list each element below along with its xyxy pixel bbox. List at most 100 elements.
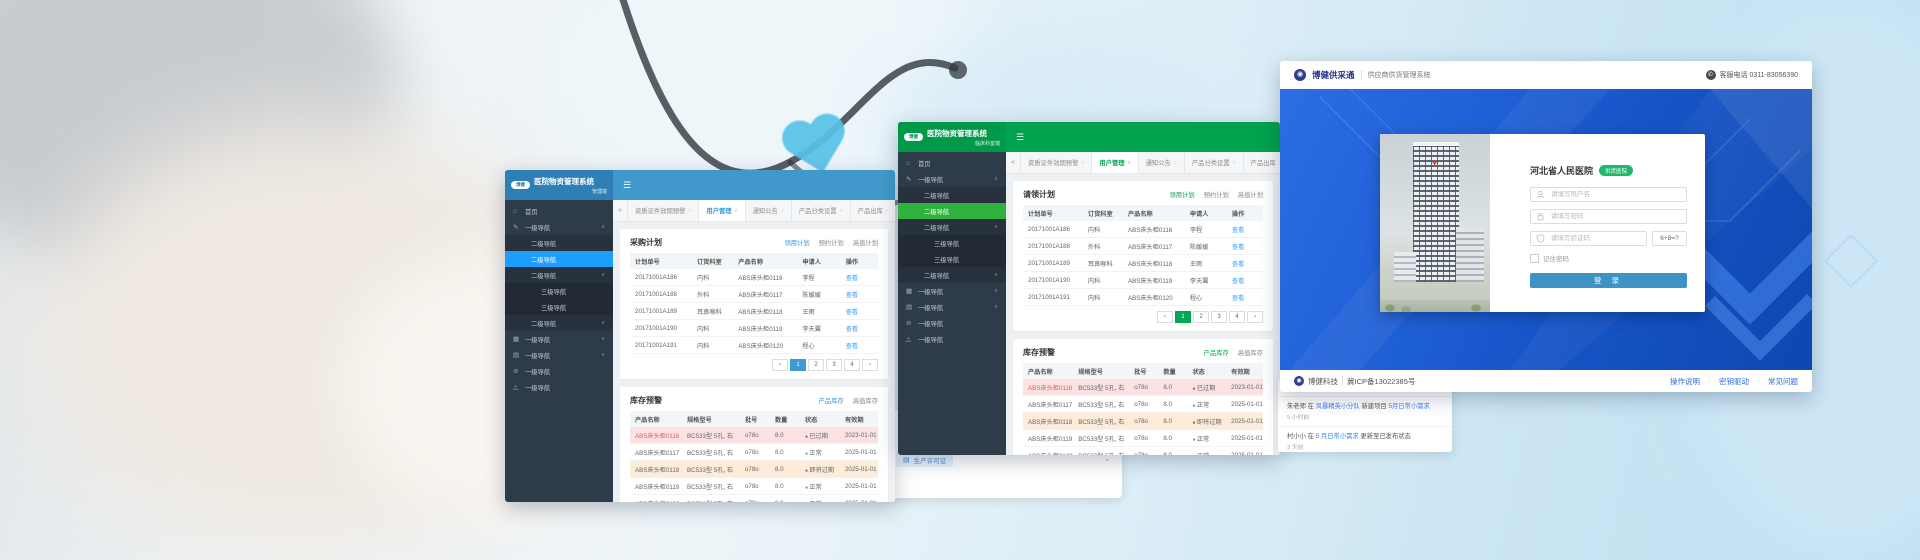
section-link[interactable]: 产品库存 — [818, 398, 844, 405]
sidebar-item[interactable]: ✎ 一级导航 ∧ — [505, 219, 613, 235]
cell[interactable]: 查看 — [840, 336, 878, 354]
sidebar-item[interactable]: 二级导航 ∨ — [505, 315, 613, 331]
username-field[interactable] — [1530, 187, 1687, 202]
sidebar-item[interactable]: ⌂ 首页 — [898, 155, 1006, 171]
section-link[interactable]: 操作说明 — [1670, 376, 1700, 386]
tab-通知公告[interactable]: 通知公告 ○ — [746, 200, 792, 221]
cell[interactable]: 查看 — [1226, 237, 1263, 255]
section-link[interactable]: 常见问题 — [1749, 376, 1798, 387]
tab-资质证件效期预警[interactable]: 资质证件效期预警 ○ — [628, 200, 700, 221]
cell[interactable]: 查看 — [1226, 288, 1263, 306]
certificate-item[interactable]: ▤ 生产许可证 — [896, 452, 954, 467]
column-header: 有效期 — [1226, 363, 1263, 379]
pagination: ‹ 1 2 3 4 › — [1023, 311, 1263, 323]
page-‹[interactable]: ‹ — [772, 359, 788, 371]
section-link[interactable]: 高值计划 — [852, 240, 878, 247]
tabs-collapse-icon[interactable]: « — [1006, 152, 1021, 173]
section-link[interactable]: 预约计划 — [1203, 192, 1229, 199]
tabs-collapse-icon[interactable]: « — [613, 200, 628, 221]
page-›[interactable]: › — [1247, 311, 1263, 323]
page-3[interactable]: 3 — [826, 359, 842, 371]
caret-down-icon[interactable]: ⌄ — [1104, 456, 1110, 463]
page-2[interactable]: 2 — [808, 359, 824, 371]
cell[interactable]: 查看 — [1226, 271, 1263, 289]
remember-checkbox[interactable] — [1530, 253, 1539, 263]
sidebar-item[interactable]: 三级导航 — [505, 299, 613, 315]
feed-part[interactable]: 5 月日常小需求 — [1315, 433, 1359, 440]
sidebar-item[interactable]: 二级导航 ∧ — [898, 219, 1006, 235]
captcha-field[interactable] — [1530, 231, 1647, 246]
sidebar-item[interactable]: 三级导航 — [898, 235, 1006, 251]
tab-资质证件效期预警[interactable]: 资质证件效期预警 ○ — [1021, 152, 1093, 173]
sidebar-item[interactable]: 三级导航 — [898, 251, 1006, 267]
feed-part[interactable]: 风暴精英小分队 — [1315, 403, 1360, 410]
captcha-input[interactable] — [1549, 234, 1641, 243]
sidebar-item[interactable]: ⌂ 首页 — [505, 203, 613, 219]
tab-用户管理[interactable]: 用户管理 ○ — [699, 200, 746, 221]
tab-用户管理[interactable]: 用户管理 ○ — [1092, 152, 1139, 173]
section-link[interactable]: 领用计划 — [784, 240, 810, 247]
section-link[interactable]: 高值库存 — [852, 398, 878, 405]
sidebar-item[interactable]: 二级导航 — [898, 187, 1006, 203]
feed-part[interactable]: 5月日常小需求 — [1388, 403, 1430, 410]
sidebar-item[interactable]: 二级导航 — [898, 203, 1006, 219]
tab-通知公告[interactable]: 通知公告 ○ — [1139, 152, 1185, 173]
hamburger-icon[interactable]: ☰ — [623, 179, 632, 190]
sidebar-item[interactable]: 二级导航 ∨ — [898, 267, 1006, 283]
sidebar-item[interactable]: ⊘ 一级导航 — [505, 363, 613, 379]
section-link[interactable]: 领用计划 — [1169, 192, 1195, 199]
sidebar-item[interactable]: ▤ 一级导航 ∨ — [898, 299, 1006, 315]
page-2[interactable]: 2 — [1193, 311, 1209, 323]
section-link[interactable]: 产品库存 — [1203, 350, 1229, 357]
sidebar-item[interactable]: 二级导航 — [505, 251, 613, 267]
hamburger-icon[interactable]: ☰ — [1016, 131, 1025, 142]
section-link[interactable]: 密钥驱动 — [1700, 376, 1749, 387]
sidebar-item[interactable]: △ 一级导航 — [505, 379, 613, 395]
page-1[interactable]: 1 — [790, 359, 806, 371]
cell: 20171001A188 — [1023, 237, 1083, 255]
cell[interactable]: 查看 — [840, 285, 878, 303]
remember-password[interactable]: 记住密码 — [1530, 253, 1687, 263]
tab-产品分类设置[interactable]: 产品分类设置 ○ — [1185, 152, 1244, 173]
cell: 8.0 — [1158, 429, 1188, 447]
page-›[interactable]: › — [862, 359, 878, 371]
tab-产品出库[interactable]: 产品出库○ — [851, 200, 895, 221]
login-button[interactable]: 登 录 — [1530, 273, 1687, 288]
username-input[interactable] — [1549, 190, 1681, 199]
cell[interactable]: 查看 — [840, 319, 878, 337]
section-link[interactable]: 高值计划 — [1237, 192, 1263, 199]
plan-card: 采购计划 领用计划 预约计划 高值计划 计划单号 订货科室 产品名称 申请人 操作 20171… — [620, 229, 888, 379]
cell[interactable]: 查看 — [1226, 254, 1263, 272]
cell[interactable]: 查看 — [840, 269, 878, 286]
sidebar-item[interactable]: ⊘ 一级导航 — [898, 315, 1006, 331]
page-4[interactable]: 4 — [1229, 311, 1245, 323]
password-field[interactable] — [1530, 209, 1687, 224]
sidebar-item[interactable]: 二级导航 — [505, 235, 613, 251]
chevron-down-icon: ∨ — [994, 288, 998, 294]
sidebar-item-label: 二级导航 — [531, 256, 557, 264]
tab-产品出库[interactable]: 产品出库○ — [1244, 152, 1280, 173]
footer-links: 操作说明密钥驱动常见问题 — [1670, 376, 1798, 387]
page-4[interactable]: 4 — [844, 359, 860, 371]
tab-产品分类设置[interactable]: 产品分类设置 ○ — [792, 200, 851, 221]
cell[interactable]: 查看 — [1226, 221, 1263, 238]
section-link[interactable]: 高值库存 — [1237, 350, 1263, 357]
tab-label: 产品出库 — [1250, 160, 1276, 167]
sidebar-item[interactable]: ✎ 一级导航 ∧ — [898, 171, 1006, 187]
sidebar-item[interactable]: ▦ 一级导航 ∨ — [898, 283, 1006, 299]
footer-company: 博健科技 — [1308, 376, 1338, 386]
page-3[interactable]: 3 — [1211, 311, 1227, 323]
section-link[interactable]: 预约计划 — [818, 240, 844, 247]
sidebar-item[interactable]: 二级导航 ∧ — [505, 267, 613, 283]
captcha-code[interactable]: 6+8=? — [1652, 231, 1687, 246]
sidebar-item[interactable]: △ 一级导航 — [898, 331, 1006, 347]
sidebar-item[interactable]: ▤ 一级导航 ∨ — [505, 347, 613, 363]
sidebar-item[interactable]: 三级导航 — [505, 283, 613, 299]
password-input[interactable] — [1549, 212, 1681, 221]
cell[interactable]: 查看 — [840, 302, 878, 320]
footer-icp[interactable]: 冀ICP备13022385号 — [1347, 376, 1416, 386]
page-1[interactable]: 1 — [1175, 311, 1191, 323]
sidebar-item[interactable]: ▦ 一级导航 ∨ — [505, 331, 613, 347]
page-‹[interactable]: ‹ — [1157, 311, 1173, 323]
